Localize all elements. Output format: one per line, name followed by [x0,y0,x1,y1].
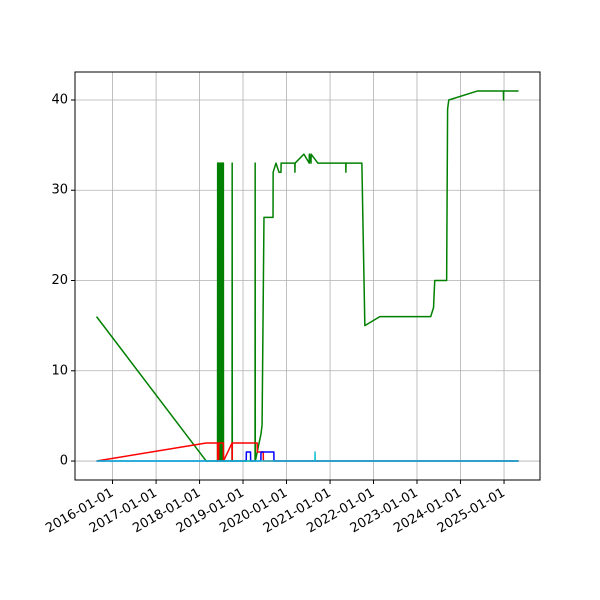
y-tick-label: 20 [51,273,68,288]
y-tick-label: 30 [51,183,68,198]
y-tick-label: 10 [51,363,68,378]
plot-frame [74,71,541,481]
line-series [95,90,519,462]
y-tick-label: 0 [60,454,68,469]
line-series [96,451,519,462]
y-tick-label: 40 [51,92,68,107]
line-series [96,442,519,462]
line-series [96,451,519,462]
